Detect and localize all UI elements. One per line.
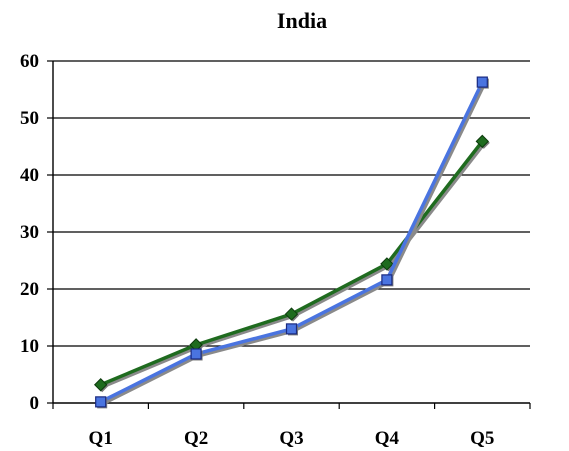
series-1 [93, 134, 490, 393]
x-axis-ticks: Q1 Q2 Q3 Q4 Q5 [52, 403, 531, 449]
y-tick-label: 60 [20, 51, 39, 72]
data-point [476, 76, 488, 88]
data-point [285, 323, 298, 335]
gridlines [53, 60, 530, 347]
x-tick-label: Q5 [470, 428, 494, 449]
y-axis-ticks: 0 10 20 30 40 50 60 [20, 51, 53, 414]
x-tick-label: Q2 [184, 428, 208, 449]
series-line [99, 81, 484, 404]
chart-title: Indiа [277, 8, 327, 33]
data-point [190, 348, 202, 360]
series-2 [95, 76, 489, 409]
y-tick-label: 20 [20, 279, 39, 300]
data-point [284, 307, 299, 321]
series-shadow [102, 142, 486, 389]
data-point [95, 396, 107, 408]
data-point [380, 257, 394, 271]
data-point [381, 274, 393, 286]
y-tick-label: 50 [20, 108, 39, 129]
series-line [100, 140, 484, 387]
x-tick-label: Q4 [375, 428, 400, 449]
y-tick-label: 40 [20, 165, 39, 186]
y-tick-label: 10 [20, 336, 39, 357]
y-tick-label: 30 [20, 222, 39, 243]
y-tick-label: 0 [30, 393, 40, 414]
x-tick-label: Q3 [279, 428, 303, 449]
x-tick-label: Q1 [89, 428, 113, 449]
series-shadow [101, 83, 486, 406]
series-group [93, 76, 490, 409]
data-point [93, 378, 108, 392]
data-point [475, 134, 490, 149]
